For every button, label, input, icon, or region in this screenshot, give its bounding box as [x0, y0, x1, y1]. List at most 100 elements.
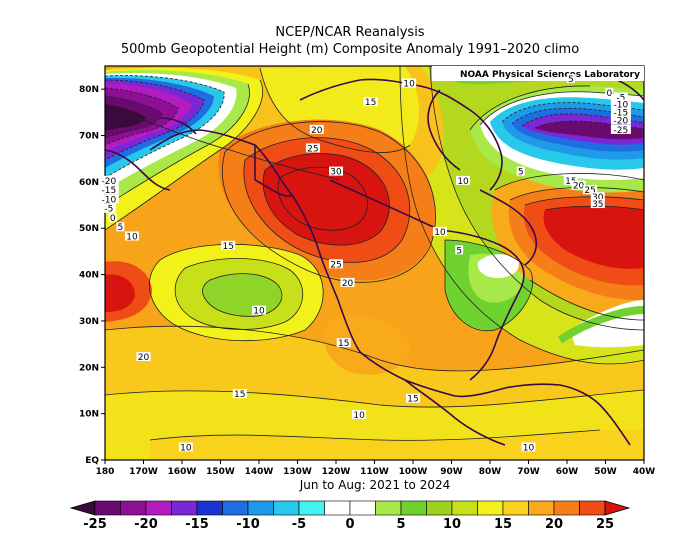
- contour-label-bg: [101, 203, 116, 213]
- contour-label-bg: [305, 143, 320, 153]
- lon-label: 80W: [479, 467, 502, 477]
- lat-label: 70N: [79, 132, 99, 142]
- contour-label: 10: [434, 228, 446, 238]
- contour-lines: [105, 66, 644, 441]
- colorbar: -25 -20 -15 -10 -5 0 5 10 15 20 25: [69, 500, 631, 532]
- contour-label: 0: [110, 214, 116, 224]
- contour-label-bg: [610, 124, 631, 134]
- contour-label-bg: [232, 389, 247, 399]
- contour-label: 25: [330, 260, 341, 270]
- colorbar-swatch: [477, 500, 504, 516]
- colorbar-swatch: [375, 500, 402, 516]
- contour-label-bg: [610, 99, 631, 109]
- contour-label-bg: [590, 192, 605, 202]
- contour-label: -20: [614, 117, 629, 127]
- colorbar-swatch: [247, 500, 274, 516]
- contour-label-bg: [309, 124, 324, 134]
- contour-label: 15: [365, 98, 376, 108]
- contour-label: 25: [584, 186, 595, 196]
- contour-label-bg: [571, 180, 586, 190]
- contour-label-bg: [340, 277, 355, 287]
- colorbar-label: -10: [236, 517, 260, 532]
- contour-label-bg: [329, 259, 343, 269]
- lon-label: 160W: [168, 467, 197, 477]
- contour-label: 20: [311, 126, 323, 136]
- contour-label-bg: [613, 92, 628, 102]
- contour-label: 35: [592, 200, 603, 210]
- colorbar-swatch: [145, 500, 172, 516]
- colorbar-label: 15: [494, 517, 512, 532]
- contour-label-bg: [566, 73, 575, 83]
- colorbar-swatch: [298, 500, 325, 516]
- credit-text: NOAA Physical Sciences Laboratory: [460, 70, 640, 80]
- title-line2: 500mb Geopotential Height (m) Composite …: [120, 42, 580, 57]
- contour-label-bg: [406, 393, 420, 403]
- colorbar-label: -20: [134, 517, 158, 532]
- colorbar-swatch: [349, 500, 376, 516]
- lon-label: 120W: [322, 467, 351, 477]
- contour-label-bg: [563, 175, 578, 185]
- contour-label-bg: [221, 240, 236, 250]
- contour-label: 10: [523, 443, 535, 453]
- contour-label: 15: [234, 390, 245, 400]
- lon-label: 60W: [556, 467, 579, 477]
- contour-label-bg: [336, 338, 351, 348]
- lon-label: 150W: [206, 467, 235, 477]
- contour-label: 10: [403, 80, 415, 90]
- contour-label: 5: [568, 75, 574, 85]
- negative-contours: [105, 75, 644, 179]
- lat-label: 40N: [79, 271, 99, 281]
- colorbar-swatch: [528, 500, 555, 516]
- colorbar-swatch: [94, 500, 121, 516]
- contour-label-bg: [610, 115, 631, 125]
- contour-label: 5: [518, 168, 524, 178]
- lat-label: 30N: [79, 317, 99, 327]
- contour-label-bg: [329, 166, 343, 176]
- title-line1: NCEP/NCAR Reanalysis: [275, 25, 425, 40]
- lon-label: 130W: [283, 467, 312, 477]
- colorbar-label: 5: [396, 517, 405, 532]
- lat-label: 10N: [79, 410, 99, 420]
- contour-label: -15: [101, 186, 116, 196]
- contour-label-bg: [605, 87, 614, 97]
- contour-label: -10: [614, 100, 629, 110]
- colorbar-swatch: [196, 500, 223, 516]
- lon-label: 90W: [440, 467, 463, 477]
- colorbar-swatch: [120, 500, 147, 516]
- contour-label: 20: [573, 182, 585, 192]
- lat-label: EQ: [85, 456, 99, 466]
- lat-label: 60N: [79, 178, 99, 188]
- contour-label-bg: [108, 212, 117, 222]
- contour-label-bg: [252, 305, 266, 315]
- colorbar-swatch: [426, 500, 453, 516]
- lat-label: 50N: [79, 224, 99, 234]
- contour-label-bg: [516, 166, 525, 176]
- contour-label-bg: [124, 231, 139, 241]
- contour-label: 15: [222, 242, 233, 252]
- contour-label: 5: [118, 223, 124, 233]
- lon-label: 40W: [633, 467, 656, 477]
- contour-label: 0: [606, 89, 612, 99]
- credit-box: [432, 66, 644, 81]
- contour-label-bg: [521, 442, 536, 452]
- colorbar-label: -25: [83, 517, 107, 532]
- lon-label: 110W: [360, 467, 389, 477]
- colorbar-label: 10: [443, 517, 461, 532]
- contour-label: 10: [353, 411, 365, 421]
- contour-label: 30: [330, 168, 342, 178]
- contour-label-bg: [116, 222, 125, 232]
- colorbar-label: 25: [596, 517, 614, 532]
- colorbar-swatch: [324, 500, 351, 516]
- lon-label: 70W: [517, 467, 540, 477]
- lon-label: 100W: [399, 467, 428, 477]
- colorbar-swatch: [451, 500, 478, 516]
- colorbar-label: -15: [185, 517, 209, 532]
- contour-label-bg: [583, 185, 598, 195]
- contour-label: -5: [104, 205, 113, 215]
- contour-label: 15: [565, 177, 576, 187]
- contour-label: -20: [101, 177, 116, 187]
- colorbar-swatch: [553, 500, 580, 516]
